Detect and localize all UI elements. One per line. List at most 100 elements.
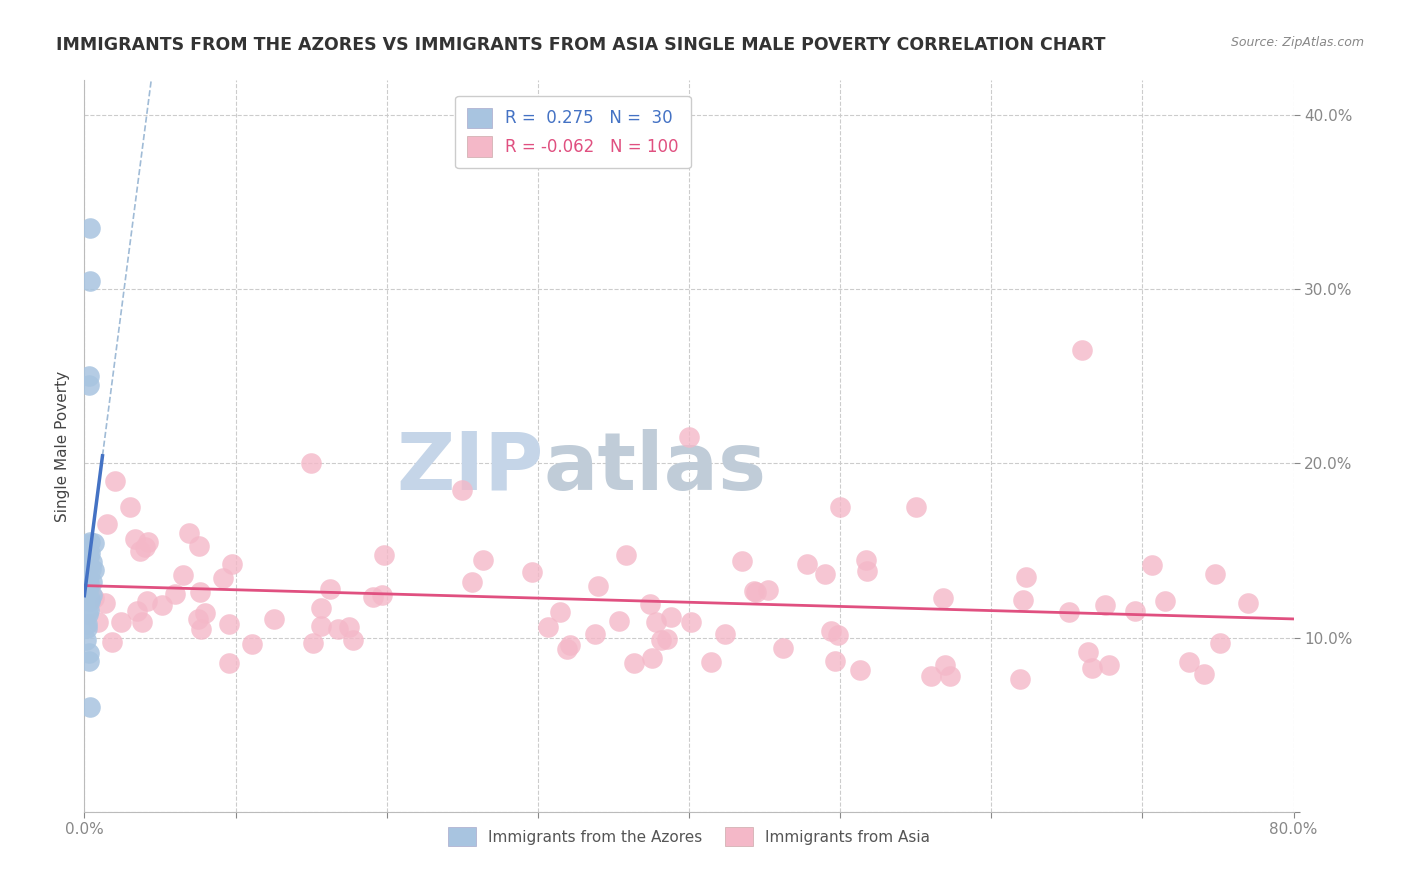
Point bbox=[309, 619, 332, 633]
Point bbox=[75, 537, 97, 551]
Point bbox=[299, 457, 322, 471]
Point bbox=[318, 582, 340, 596]
Point bbox=[187, 612, 209, 626]
Point bbox=[934, 657, 956, 672]
Point bbox=[614, 548, 637, 562]
Point bbox=[87, 615, 110, 630]
Point bbox=[830, 500, 852, 514]
Point bbox=[218, 656, 240, 670]
Point bbox=[640, 597, 662, 611]
Text: Source: ZipAtlas.com: Source: ZipAtlas.com bbox=[1230, 36, 1364, 49]
Point bbox=[83, 536, 105, 550]
Point bbox=[607, 614, 630, 628]
Point bbox=[190, 622, 212, 636]
Point bbox=[79, 535, 101, 549]
Point bbox=[849, 663, 872, 677]
Point bbox=[128, 544, 150, 558]
Point bbox=[83, 591, 105, 605]
Point bbox=[76, 617, 98, 632]
Point bbox=[678, 430, 700, 444]
Point bbox=[772, 641, 794, 656]
Point bbox=[1208, 635, 1230, 649]
Point bbox=[555, 641, 578, 656]
Point bbox=[827, 628, 849, 642]
Point bbox=[550, 605, 572, 619]
Point bbox=[641, 651, 664, 665]
Point bbox=[110, 615, 132, 629]
Point bbox=[124, 532, 146, 546]
Point bbox=[342, 633, 364, 648]
Point bbox=[76, 621, 98, 635]
Point bbox=[76, 581, 98, 595]
Point bbox=[77, 576, 100, 591]
Point bbox=[373, 548, 395, 562]
Point bbox=[76, 562, 98, 576]
Point bbox=[127, 604, 149, 618]
Point bbox=[904, 500, 927, 514]
Point bbox=[1057, 605, 1080, 619]
Point bbox=[77, 654, 100, 668]
Point bbox=[560, 638, 582, 652]
Point bbox=[118, 500, 141, 514]
Point bbox=[77, 369, 100, 384]
Point bbox=[79, 593, 101, 607]
Point bbox=[79, 221, 101, 235]
Point bbox=[1071, 343, 1094, 358]
Point bbox=[1204, 567, 1226, 582]
Point bbox=[820, 624, 842, 639]
Point bbox=[79, 549, 101, 563]
Point bbox=[75, 633, 97, 648]
Point bbox=[1077, 645, 1099, 659]
Point bbox=[131, 615, 153, 629]
Point bbox=[104, 474, 127, 488]
Point bbox=[756, 582, 779, 597]
Point bbox=[101, 635, 124, 649]
Y-axis label: Single Male Poverty: Single Male Poverty bbox=[55, 370, 70, 522]
Point bbox=[939, 669, 962, 683]
Point bbox=[855, 553, 877, 567]
Point bbox=[1177, 655, 1199, 669]
Point bbox=[363, 590, 385, 604]
Point bbox=[163, 587, 186, 601]
Point bbox=[371, 588, 394, 602]
Point bbox=[1010, 672, 1032, 686]
Point bbox=[218, 617, 240, 632]
Point bbox=[263, 612, 285, 626]
Point bbox=[221, 557, 243, 571]
Point bbox=[96, 517, 118, 532]
Point bbox=[1123, 604, 1146, 618]
Point bbox=[700, 655, 723, 669]
Point bbox=[650, 632, 672, 647]
Point bbox=[460, 575, 482, 590]
Point bbox=[301, 636, 323, 650]
Point bbox=[309, 601, 332, 615]
Point bbox=[337, 620, 360, 634]
Point bbox=[856, 565, 879, 579]
Point bbox=[135, 593, 157, 607]
Point bbox=[681, 615, 703, 629]
Point bbox=[79, 562, 101, 576]
Point bbox=[1094, 598, 1116, 612]
Point bbox=[80, 588, 103, 602]
Point bbox=[172, 567, 194, 582]
Point bbox=[79, 592, 101, 607]
Point bbox=[471, 553, 494, 567]
Point bbox=[77, 646, 100, 660]
Point bbox=[77, 378, 100, 392]
Point bbox=[79, 700, 101, 714]
Point bbox=[134, 540, 156, 554]
Point bbox=[77, 572, 100, 586]
Point bbox=[188, 585, 211, 599]
Point bbox=[212, 571, 235, 585]
Point bbox=[136, 534, 159, 549]
Point bbox=[77, 602, 100, 616]
Point bbox=[932, 591, 955, 605]
Point bbox=[744, 584, 766, 599]
Point bbox=[328, 622, 350, 636]
Point bbox=[583, 627, 606, 641]
Point bbox=[814, 567, 837, 582]
Point bbox=[80, 556, 103, 570]
Point bbox=[150, 599, 173, 613]
Point bbox=[731, 554, 754, 568]
Point bbox=[1011, 593, 1033, 607]
